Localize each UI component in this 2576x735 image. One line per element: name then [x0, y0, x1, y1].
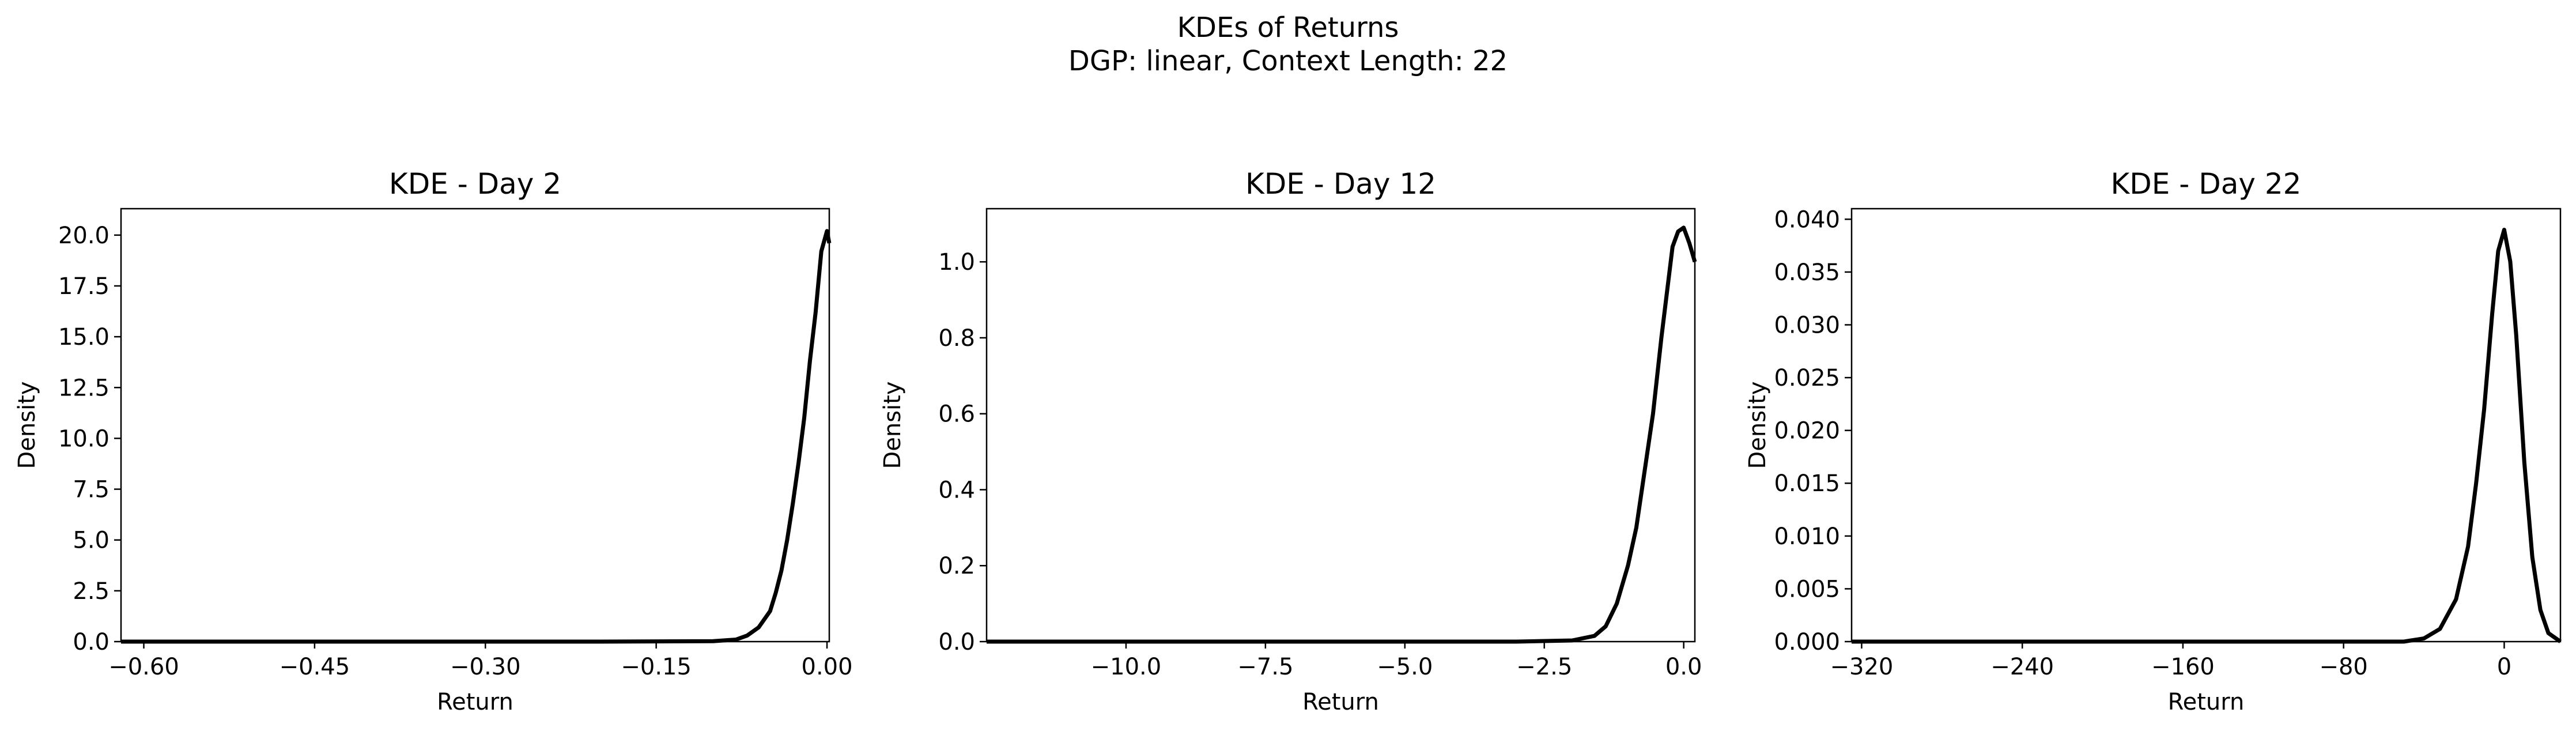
y-tick-label: 0.8 — [938, 325, 975, 352]
x-tick-label: 0 — [2497, 654, 2511, 680]
x-tick-label: −160 — [2151, 654, 2215, 680]
y-tick-label: 10.0 — [58, 425, 109, 452]
x-axis-ticks: −320 −240 −160 −80 0 — [1830, 642, 2511, 680]
y-tick-label: 2.5 — [73, 578, 109, 605]
y-axis-label: Density — [879, 381, 906, 469]
y-tick-label: 0.0 — [73, 629, 109, 655]
plot-frame — [1850, 208, 2562, 643]
x-tick-label: −0.30 — [450, 654, 521, 680]
subplot-title: KDE - Day 22 — [2111, 167, 2302, 201]
plot-frame — [120, 208, 830, 643]
figure-title-line-1: KDEs of Returns — [1177, 12, 1399, 44]
x-tick-label: 0.0 — [1665, 654, 1702, 680]
x-axis-label: Return — [1302, 689, 1379, 715]
y-tick-label: 7.5 — [73, 477, 109, 503]
y-tick-label: 5.0 — [73, 527, 109, 554]
x-tick-label: −2.5 — [1516, 654, 1572, 680]
y-tick-label: 0.025 — [1774, 365, 1840, 391]
y-tick-label: 1.0 — [938, 249, 975, 276]
subplot-day-12: KDE - Day 12 0.0 0.2 0.4 0.6 0.8 1.0 −10.0 −7.… — [879, 167, 1702, 715]
x-axis-ticks: −10.0 −7.5 −5.0 −2.5 0.0 — [1091, 642, 1702, 680]
x-tick-label: −0.15 — [621, 654, 692, 680]
y-tick-label: 0.0 — [938, 629, 975, 655]
y-tick-label: 0.015 — [1774, 470, 1840, 497]
y-tick-label: 17.5 — [58, 273, 109, 300]
x-axis-ticks: −0.60 −0.45 −0.30 −0.15 0.00 — [108, 642, 853, 680]
y-tick-label: 20.0 — [58, 223, 109, 249]
y-tick-label: 0.035 — [1774, 259, 1840, 286]
y-tick-label: 0.000 — [1774, 629, 1840, 655]
y-axis-ticks: 0.0 2.5 5.0 7.5 10.0 12.5 15.0 17.5 20.0 — [58, 223, 121, 655]
y-tick-label: 0.4 — [938, 477, 975, 503]
x-tick-label: −80 — [2319, 654, 2367, 680]
y-axis-label: Density — [1744, 381, 1771, 469]
y-tick-label: 0.040 — [1774, 206, 1840, 233]
y-tick-label: 0.020 — [1774, 418, 1840, 444]
x-axis-label: Return — [2168, 689, 2245, 715]
figure-title-line-2: DGP: linear, Context Length: 22 — [1068, 45, 1508, 77]
subplot-title: KDE - Day 2 — [389, 167, 561, 201]
x-tick-label: −240 — [1990, 654, 2054, 680]
y-axis-ticks: 0.000 0.005 0.010 0.015 0.020 0.025 0.030 0.035… — [1774, 206, 1852, 655]
x-tick-label: −0.60 — [108, 654, 179, 680]
y-tick-label: 12.5 — [58, 375, 109, 401]
y-tick-label: 0.010 — [1774, 523, 1840, 550]
x-axis-label: Return — [437, 689, 513, 715]
y-tick-label: 0.2 — [938, 553, 975, 579]
y-tick-label: 0.6 — [938, 401, 975, 428]
y-tick-label: 15.0 — [58, 324, 109, 350]
subplot-day-22: KDE - Day 22 0.0000.0050.0100.0150.0200.… — [1744, 167, 2562, 715]
y-axis-label: Density — [14, 381, 40, 469]
x-tick-label: −7.5 — [1237, 654, 1293, 680]
x-tick-label: −5.0 — [1377, 654, 1433, 680]
y-tick-label: 0.030 — [1774, 312, 1840, 338]
plot-frame — [985, 208, 1696, 643]
subplot-title: KDE - Day 12 — [1245, 167, 1436, 201]
x-tick-label: −0.45 — [279, 654, 350, 680]
x-tick-label: 0.00 — [802, 654, 853, 680]
subplot-day-2: KDE - Day 2 0.0 2.5 5.0 7.5 10.0 12.5 15.0 17.5… — [14, 167, 853, 715]
y-axis-ticks: 0.0 0.2 0.4 0.6 0.8 1.0 — [938, 249, 987, 655]
x-tick-label: −10.0 — [1091, 654, 1162, 680]
kde-line — [1852, 228, 2562, 644]
x-tick-label: −320 — [1830, 654, 1893, 680]
kde-line — [987, 225, 1697, 644]
y-tick-label: 0.005 — [1774, 576, 1840, 602]
